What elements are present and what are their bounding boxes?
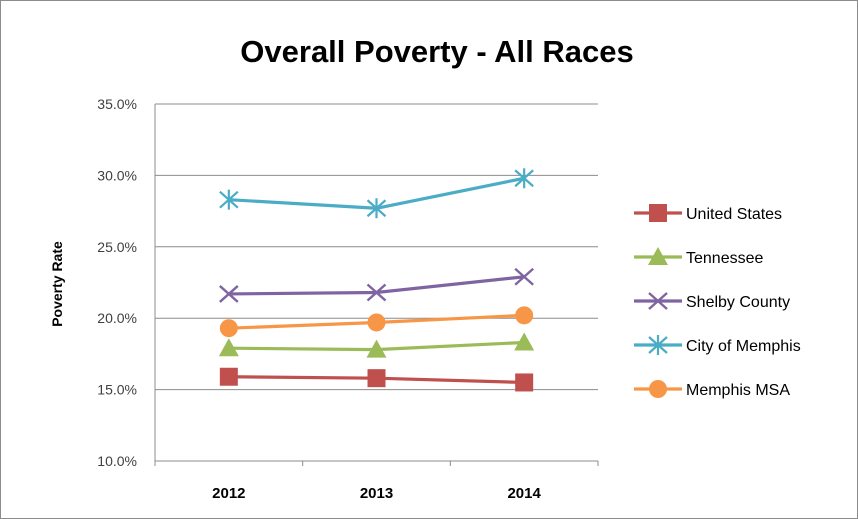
legend-label: Memphis MSA — [686, 382, 790, 399]
legend-item-tennessee: Tennessee — [634, 247, 763, 267]
y-tick-label: 25.0% — [97, 239, 137, 255]
gridlines — [154, 103, 599, 466]
legend-label: Tennessee — [686, 250, 763, 267]
y-axis-label: Poverty Rate — [49, 241, 65, 327]
y-tick-label: 20.0% — [97, 310, 137, 326]
data-point-memphis-msa — [367, 313, 386, 332]
series-lines — [218, 168, 535, 392]
data-point-memphis-msa — [219, 319, 238, 338]
data-point-united-states — [219, 367, 238, 386]
legend-item-united-states: United States — [634, 204, 782, 223]
data-point-city-of-memphis — [514, 168, 534, 189]
legend-marker — [649, 380, 667, 398]
data-point-tennessee — [514, 332, 535, 351]
data-point-united-states — [367, 369, 386, 388]
data-point-memphis-msa — [515, 306, 534, 325]
data-point-city-of-memphis — [366, 198, 387, 219]
y-tick-label: 35.0% — [97, 96, 137, 112]
x-tick-label: 2014 — [507, 485, 541, 502]
legend-marker — [648, 292, 668, 310]
legend-label: City of Memphis — [686, 338, 801, 355]
legend-marker — [648, 247, 668, 265]
data-point-shelby-county — [366, 283, 387, 302]
x-tick-labels: 2012 2013 2014 — [212, 485, 541, 502]
data-point-shelby-county — [219, 285, 239, 303]
data-point-city-of-memphis — [219, 189, 239, 210]
y-tick-label: 30.0% — [97, 167, 137, 183]
legend-marker — [648, 335, 668, 355]
data-point-united-states — [515, 373, 534, 392]
legend-item-memphis-msa: Memphis MSA — [634, 380, 790, 399]
legend-label: United States — [686, 206, 782, 223]
legend-marker — [649, 204, 667, 222]
y-tick-label: 10.0% — [97, 453, 137, 469]
data-point-shelby-county — [514, 267, 534, 286]
data-point-tennessee — [366, 339, 387, 358]
x-tick-label: 2012 — [212, 485, 245, 502]
legend-label: Shelby County — [686, 294, 790, 311]
legend-item-shelby-county: Shelby County — [634, 292, 790, 311]
y-tick-labels: 10.0% 15.0% 20.0% 25.0% 30.0% 35.0% — [97, 96, 137, 469]
y-tick-label: 15.0% — [97, 382, 137, 398]
data-point-tennessee — [218, 338, 239, 357]
legend-item-city-of-memphis: City of Memphis — [634, 335, 801, 355]
x-tick-label: 2013 — [360, 485, 393, 502]
legend: United States Tennessee Shelby County City … — [634, 204, 801, 399]
chart-title: Overall Poverty - All Races — [240, 34, 633, 69]
